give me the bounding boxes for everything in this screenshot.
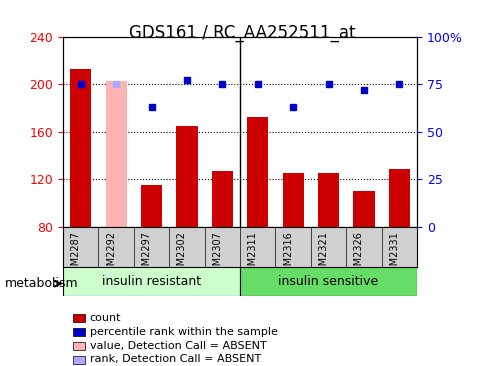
Bar [176,126,197,227]
Text: GSM2297: GSM2297 [141,231,151,278]
Text: GSM2292: GSM2292 [106,231,116,278]
Bar [247,117,268,227]
Text: percentile rank within the sample: percentile rank within the sample [90,326,277,337]
Bar [212,171,232,227]
Text: insulin resistant: insulin resistant [102,275,201,288]
Text: GSM2321: GSM2321 [318,231,328,278]
Bar [318,173,338,227]
Text: GSM2331: GSM2331 [389,231,398,278]
Text: rank, Detection Call = ABSENT: rank, Detection Call = ABSENT [90,354,260,365]
Text: GSM2311: GSM2311 [247,231,257,278]
Text: count: count [90,313,121,323]
Bar [106,81,126,227]
Bar [353,191,374,227]
Bar [141,185,162,227]
Text: value, Detection Call = ABSENT: value, Detection Call = ABSENT [90,340,266,351]
Text: metabolism: metabolism [5,277,78,290]
Text: GSM2287: GSM2287 [71,231,80,278]
Bar [282,173,303,227]
Text: GDS161 / RC_AA252511_at: GDS161 / RC_AA252511_at [129,24,355,42]
Text: GSM2302: GSM2302 [177,231,186,278]
Text: GSM2316: GSM2316 [283,231,292,278]
Bar [70,69,91,227]
FancyBboxPatch shape [63,267,240,296]
FancyBboxPatch shape [240,267,416,296]
Text: GSM2307: GSM2307 [212,231,222,278]
Text: GSM2326: GSM2326 [353,231,363,278]
Text: insulin sensitive: insulin sensitive [278,275,378,288]
Bar [388,169,409,227]
